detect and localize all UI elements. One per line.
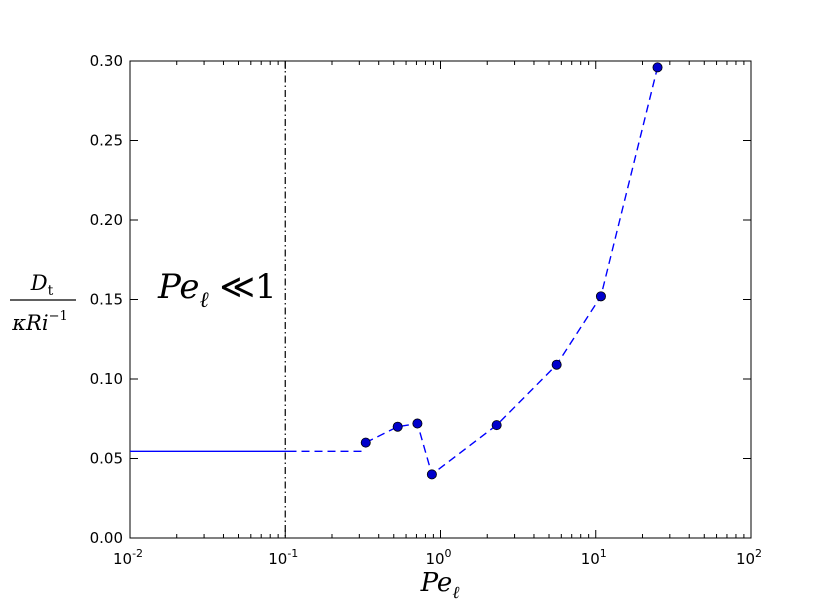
x-tick-label-exp: 1 [600,547,607,560]
y-ticks: 0.00 0.05 0.10 0.15 0.20 0.25 0.30 [90,52,751,547]
x-tick-label-exp: 0 [445,547,452,560]
x-tick-label-base: 10 [113,550,132,568]
x-tick-label: 10-2 [113,547,143,568]
x-tick-label: 100 [425,547,451,568]
y-label-numerator-base: D [30,271,48,295]
data-point-7 [652,62,663,73]
chart-marks [130,61,663,538]
y-tick-label: 0.25 [90,132,123,150]
x-axis-label-base: Pe [420,568,453,598]
annotation-sub: ℓ [199,288,209,313]
data-point-6 [595,291,606,302]
data-point-1 [392,421,403,432]
x-tick-label-exp: -1 [287,547,298,560]
x-tick-label: 102 [736,547,762,568]
y-label-numerator-sub: t [48,283,54,299]
x-axis-label: Peℓ [420,568,460,603]
x-tick-label-base: 10 [736,550,755,568]
x-tick-label-exp: -2 [132,547,143,560]
y-label-denominator-sup: −1 [49,309,68,324]
y-tick-label: 0.05 [90,450,123,468]
x-ticks: 10-2 10-1 100 101 102 [113,61,762,568]
y-label-numerator: Dt [30,271,54,299]
y-label-denominator: κRi−1 [11,309,67,335]
x-tick-label-base: 10 [268,550,287,568]
y-tick-label: 0.00 [90,529,123,547]
series-line-0 [365,67,659,476]
x-tick-label-base: 10 [425,550,444,568]
data-point-3 [426,469,437,480]
x-tick-label-exp: 2 [755,547,762,560]
x-tick-label: 101 [581,547,607,568]
data-point-5 [551,359,562,370]
data-point-2 [412,418,423,429]
data-point-4 [491,420,502,431]
y-tick-label: 0.20 [90,211,123,229]
annotation-rest: ≪1 [209,267,277,307]
y-axis-label: Dt κRi−1 [10,271,76,335]
x-axis-label-sub: ℓ [452,583,459,603]
y-tick-label: 0.30 [90,52,123,70]
regime-annotation: Peℓ ≪1 [157,267,277,313]
y-label-denominator-base: κRi [11,311,48,335]
y-tick-label: 0.15 [90,291,123,309]
x-tick-label: 10-1 [268,547,298,568]
annotation-base: Pe [157,267,199,307]
data-point-0 [360,437,371,448]
y-tick-label: 0.10 [90,370,123,388]
x-tick-label-base: 10 [581,550,600,568]
